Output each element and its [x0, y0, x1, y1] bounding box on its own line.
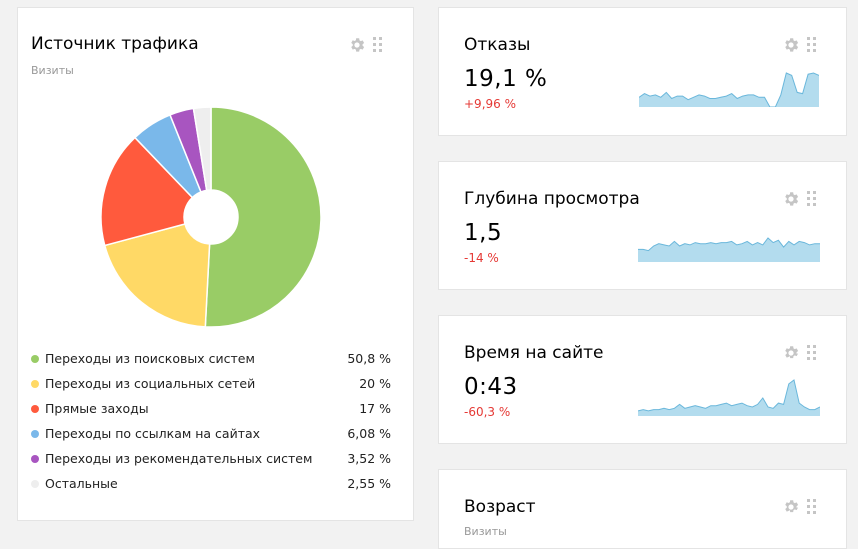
legend-swatch — [31, 430, 39, 438]
legend-item[interactable]: Остальные 2,55 % — [31, 474, 391, 499]
legend-item[interactable]: Переходы из социальных сетей 20 % — [31, 374, 391, 399]
sparkline-area — [639, 73, 819, 107]
traffic-source-widget: Источник трафика Визиты Переходы из поис… — [17, 7, 414, 521]
drag-handle-icon[interactable] — [807, 191, 817, 207]
legend-value: 20 % — [359, 376, 391, 391]
page-depth-widget: Глубина просмотра 1,5 -14 % — [438, 161, 847, 290]
legend-item[interactable]: Переходы из поисковых систем 50,8 % — [31, 349, 391, 374]
legend-label: Переходы из поисковых систем — [45, 351, 255, 366]
legend-swatch — [31, 355, 39, 363]
drag-handle-icon[interactable] — [807, 37, 817, 53]
sparkline-area — [638, 238, 820, 262]
legend-item[interactable]: Переходы по ссылкам на сайтах 6,08 % — [31, 424, 391, 449]
legend-swatch — [31, 480, 39, 488]
age-widget: Возраст Визиты — [438, 469, 847, 549]
metric-value: 1,5 — [464, 220, 503, 246]
gear-icon[interactable] — [782, 36, 800, 54]
gear-icon[interactable] — [782, 190, 800, 208]
widget-title: Возраст — [464, 497, 536, 517]
legend-item[interactable]: Переходы из рекомендательных систем 3,52 … — [31, 449, 391, 474]
gear-icon[interactable] — [348, 36, 366, 54]
legend-value: 17 % — [359, 401, 391, 416]
legend-label: Переходы по ссылкам на сайтах — [45, 426, 261, 441]
sparkline-line — [638, 379, 820, 412]
legend-value: 3,52 % — [347, 451, 391, 466]
legend-swatch — [31, 380, 39, 388]
legend-label: Прямые заходы — [45, 401, 149, 416]
drag-handle-icon[interactable] — [373, 37, 383, 53]
metric-delta: -60,3 % — [464, 405, 511, 419]
sparkline-area — [638, 380, 820, 416]
time-on-site-widget: Время на сайте 0:43 -60,3 % — [438, 315, 847, 444]
metric-delta: +9,96 % — [464, 97, 516, 111]
legend-swatch — [31, 455, 39, 463]
metric-value: 19,1 % — [464, 66, 548, 92]
metric-value: 0:43 — [464, 374, 518, 400]
gear-icon[interactable] — [782, 498, 800, 516]
bounce-sparkline — [639, 72, 819, 107]
drag-handle-icon[interactable] — [807, 345, 817, 361]
widget-title: Время на сайте — [464, 343, 604, 363]
legend-label: Переходы из рекомендательных систем — [45, 451, 313, 466]
metric-delta: -14 % — [464, 251, 499, 265]
bounce-rate-widget: Отказы 19,1 % +9,96 % — [438, 7, 847, 136]
widget-subtitle: Визиты — [31, 64, 74, 77]
legend-swatch — [31, 405, 39, 413]
widget-title: Отказы — [464, 35, 531, 55]
pie-slice[interactable] — [204, 106, 322, 328]
pie-slice[interactable] — [100, 136, 194, 247]
depth-sparkline — [638, 237, 820, 262]
legend-value: 6,08 % — [347, 426, 391, 441]
traffic-donut-chart — [100, 106, 322, 328]
legend-item[interactable]: Прямые заходы 17 % — [31, 399, 391, 424]
widget-title: Источник трафика — [31, 34, 199, 54]
legend-value: 2,55 % — [347, 476, 391, 491]
pie-slice[interactable] — [192, 106, 212, 192]
legend-value: 50,8 % — [347, 351, 391, 366]
sparkline-line — [639, 72, 819, 107]
gear-icon[interactable] — [782, 344, 800, 362]
sparkline-line — [638, 237, 820, 252]
chart-legend: Переходы из поисковых систем 50,8 % Перехо… — [31, 349, 391, 499]
legend-label: Переходы из социальных сетей — [45, 376, 256, 391]
widget-title: Глубина просмотра — [464, 189, 640, 209]
legend-label: Остальные — [45, 476, 118, 491]
drag-handle-icon[interactable] — [807, 499, 817, 515]
pie-slice[interactable] — [103, 223, 211, 328]
time-sparkline — [638, 379, 820, 416]
